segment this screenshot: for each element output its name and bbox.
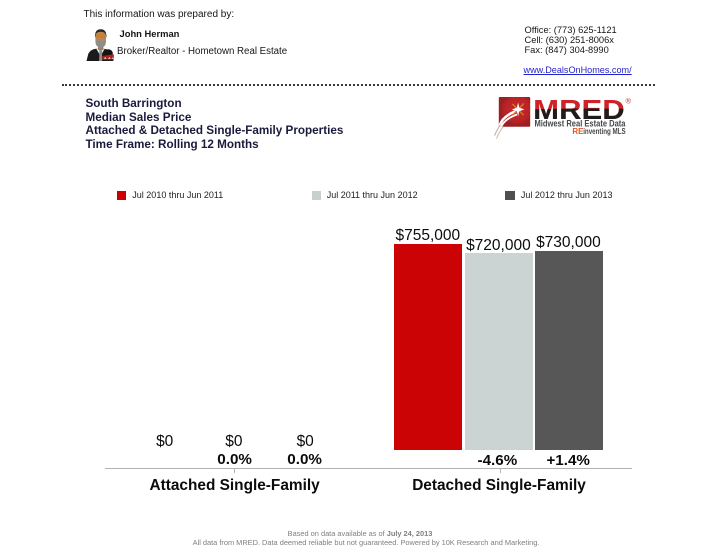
svg-text:RE: RE	[572, 127, 584, 136]
svg-text:MRED: MRED	[533, 94, 625, 125]
svg-text:®: ®	[626, 97, 632, 106]
svg-text:Midwest Real Estate Data: Midwest Real Estate Data	[535, 118, 627, 128]
svg-text:inventing MLS: inventing MLS	[583, 127, 626, 136]
svg-text:MRED: MRED	[533, 94, 625, 125]
